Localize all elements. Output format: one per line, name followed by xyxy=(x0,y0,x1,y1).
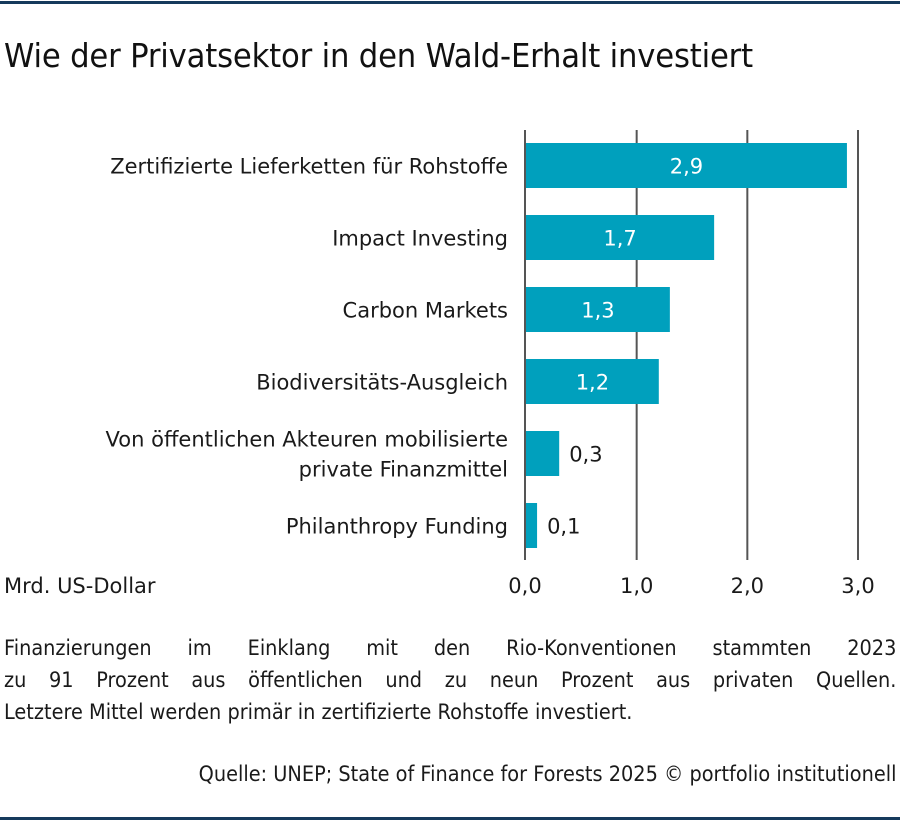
x-tick-label: 3,0 xyxy=(841,574,874,598)
footnote-line: Letztere Mittel werden primär in zertifi… xyxy=(4,700,633,724)
x-tick-label: 2,0 xyxy=(731,574,764,598)
bottom-rule xyxy=(0,817,900,820)
category-label: private Finanzmittel xyxy=(299,458,508,482)
category-label: Carbon Markets xyxy=(343,299,508,323)
bar-value-label: 1,2 xyxy=(576,371,609,395)
bar-value-label: 0,1 xyxy=(547,515,580,539)
gridlines xyxy=(524,130,859,560)
bar-chart: 2,9 1,7 1,3 1,2 0,3 0,1 Zertifizierte Lieferk… xyxy=(4,130,875,598)
bar-value-label: 1,3 xyxy=(581,299,614,323)
top-rule xyxy=(0,1,900,4)
footnote: Finanzierungen im Einklang mit den Rio-K… xyxy=(4,632,896,728)
bar xyxy=(526,359,659,404)
source-credit: Quelle: UNEP; State of Finance for Fores… xyxy=(198,762,896,786)
bar xyxy=(526,143,847,188)
bars: 2,9 1,7 1,3 1,2 0,3 0,1 xyxy=(526,143,847,548)
category-labels: Zertifizierte Lieferketten für Rohstoffe… xyxy=(106,155,508,539)
bar xyxy=(526,431,560,476)
bar xyxy=(526,215,715,260)
x-tick-label: 0,0 xyxy=(508,574,541,598)
bar xyxy=(526,287,670,332)
category-label: Von öffentlichen Akteuren mobilisierte xyxy=(106,428,508,452)
category-label: Philanthropy Funding xyxy=(286,515,508,539)
bar xyxy=(526,503,538,548)
bar-value-label: 1,7 xyxy=(603,227,636,251)
category-label: Zertifizierte Lieferketten für Rohstoffe xyxy=(110,155,508,179)
category-label: Impact Investing xyxy=(332,227,508,251)
category-label: Biodiversitäts-Ausgleich xyxy=(256,371,508,395)
footnote-line: zu 91 Prozent aus öffentlichen und zu ne… xyxy=(4,668,897,692)
footnote-line: Finanzierungen im Einklang mit den Rio-K… xyxy=(4,636,897,660)
bar-value-label: 2,9 xyxy=(670,155,703,179)
x-axis-ticks: 0,0 1,0 2,0 3,0 xyxy=(508,574,874,598)
x-tick-label: 1,0 xyxy=(620,574,653,598)
bar-value-label: 0,3 xyxy=(569,443,602,467)
x-axis-unit-label: Mrd. US-Dollar xyxy=(4,574,156,598)
chart-title: Wie der Privatsektor in den Wald-Erhalt … xyxy=(4,36,753,75)
